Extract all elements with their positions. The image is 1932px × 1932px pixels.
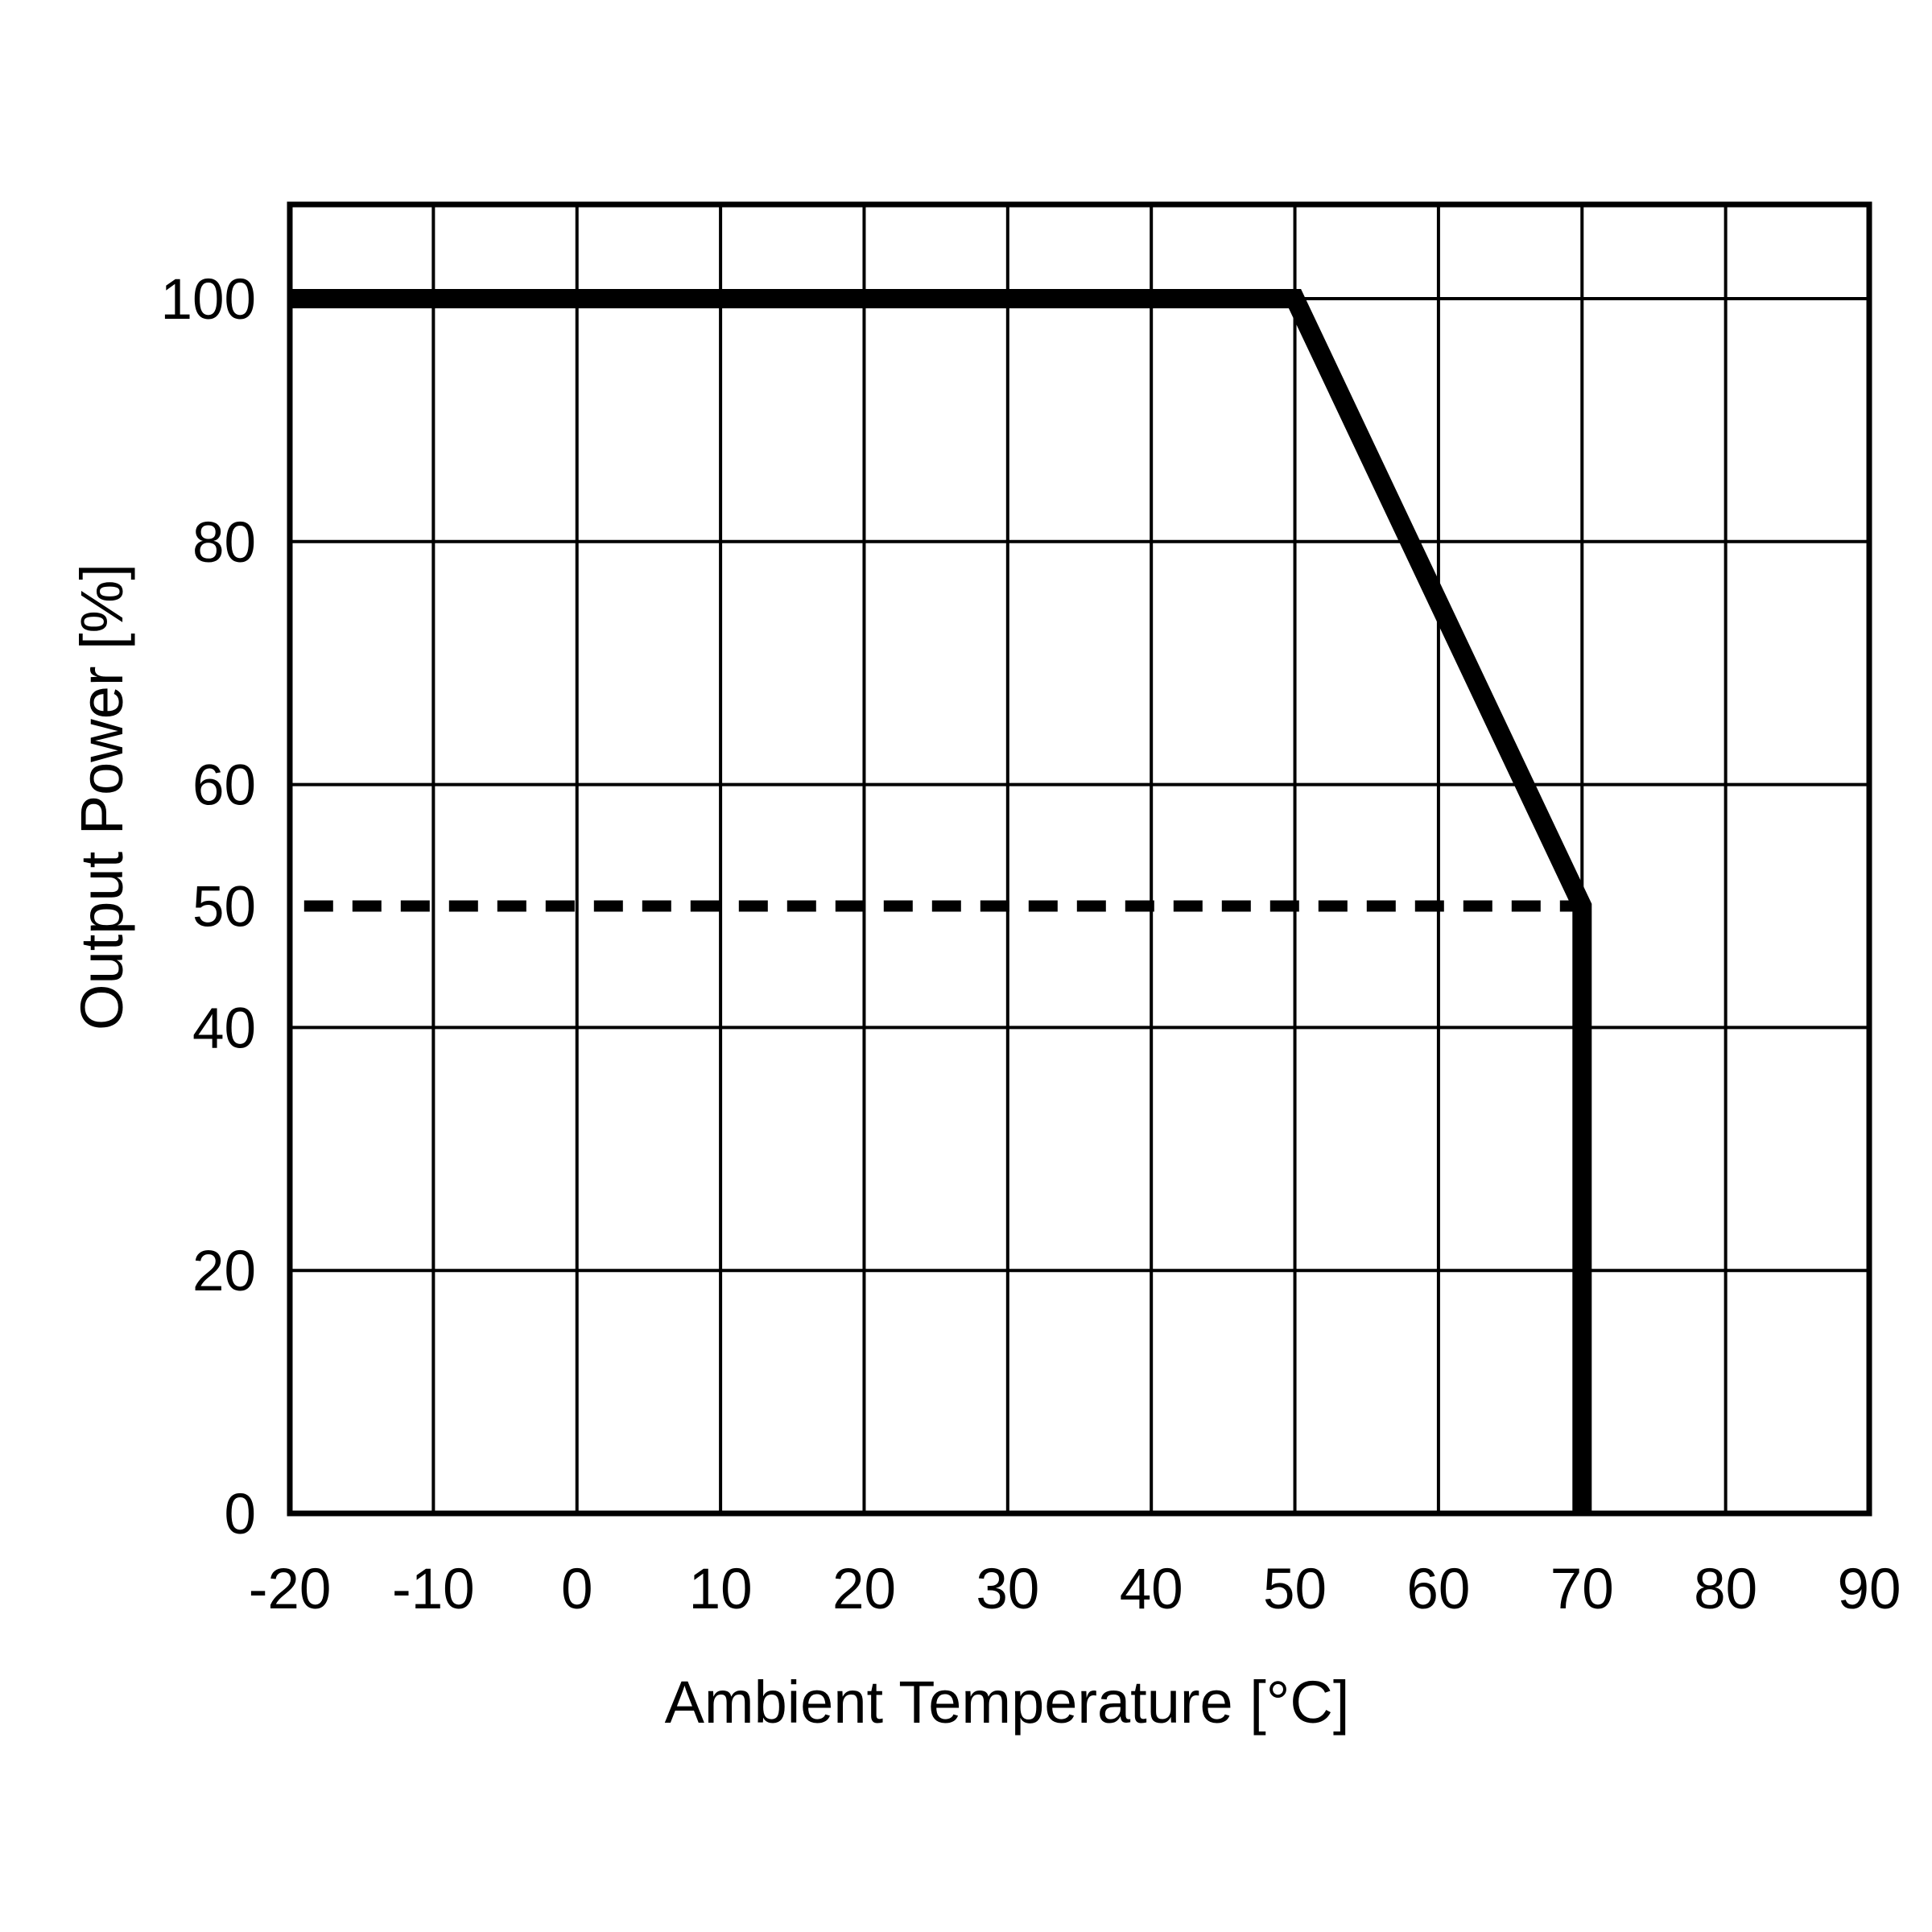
- y-axis-label: Output Power [%]: [68, 564, 135, 1030]
- x-tick-label: 60: [1406, 1558, 1470, 1621]
- plot-frame: [287, 201, 1872, 1517]
- x-tick-labels: -20 -10 0 10 20 30 40 50 60 70 80 90: [249, 1558, 1901, 1621]
- x-tick-label: 70: [1550, 1558, 1614, 1621]
- y-tick-label: 80: [192, 511, 256, 575]
- x-tick-label: 0: [561, 1558, 593, 1621]
- derating-curve: [290, 289, 1592, 1513]
- y-tick-label: 60: [192, 754, 256, 818]
- x-axis-label: Ambient Temperature [°C]: [665, 1669, 1350, 1736]
- x-tick-label: -10: [392, 1558, 475, 1621]
- y-tick-label: 0: [225, 1483, 257, 1546]
- x-tick-label: 10: [689, 1558, 753, 1621]
- x-tick-label: 80: [1694, 1558, 1757, 1621]
- y-tick-label: 50: [192, 876, 256, 939]
- series-group: [290, 289, 1592, 1513]
- y-tick-label: 40: [192, 997, 256, 1060]
- x-tick-label: 30: [976, 1558, 1039, 1621]
- x-tick-label: 50: [1263, 1558, 1327, 1621]
- x-tick-label: 20: [832, 1558, 896, 1621]
- x-tick-label: 90: [1838, 1558, 1901, 1621]
- grid: [290, 204, 1869, 1513]
- y-tick-label: 20: [192, 1240, 256, 1303]
- x-tick-label: 40: [1120, 1558, 1183, 1621]
- x-tick-label: -20: [249, 1558, 332, 1621]
- y-tick-label: 100: [161, 268, 256, 332]
- y-tick-labels: 0 20 40 50 60 80 100: [161, 268, 256, 1546]
